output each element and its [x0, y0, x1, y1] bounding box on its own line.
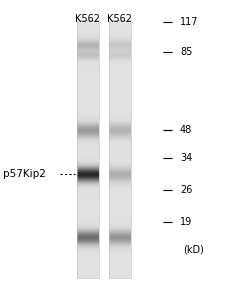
Text: 85: 85: [180, 47, 192, 57]
Bar: [77, 20, 99, 278]
Text: (kD): (kD): [183, 245, 204, 255]
Bar: [109, 20, 131, 278]
Text: 19: 19: [180, 217, 192, 227]
Text: p57Kip2: p57Kip2: [3, 169, 46, 179]
Text: K562: K562: [107, 14, 133, 24]
Text: 48: 48: [180, 125, 192, 135]
Text: 26: 26: [180, 185, 192, 195]
Text: K562: K562: [76, 14, 100, 24]
Text: 117: 117: [180, 17, 198, 27]
Text: 34: 34: [180, 153, 192, 163]
